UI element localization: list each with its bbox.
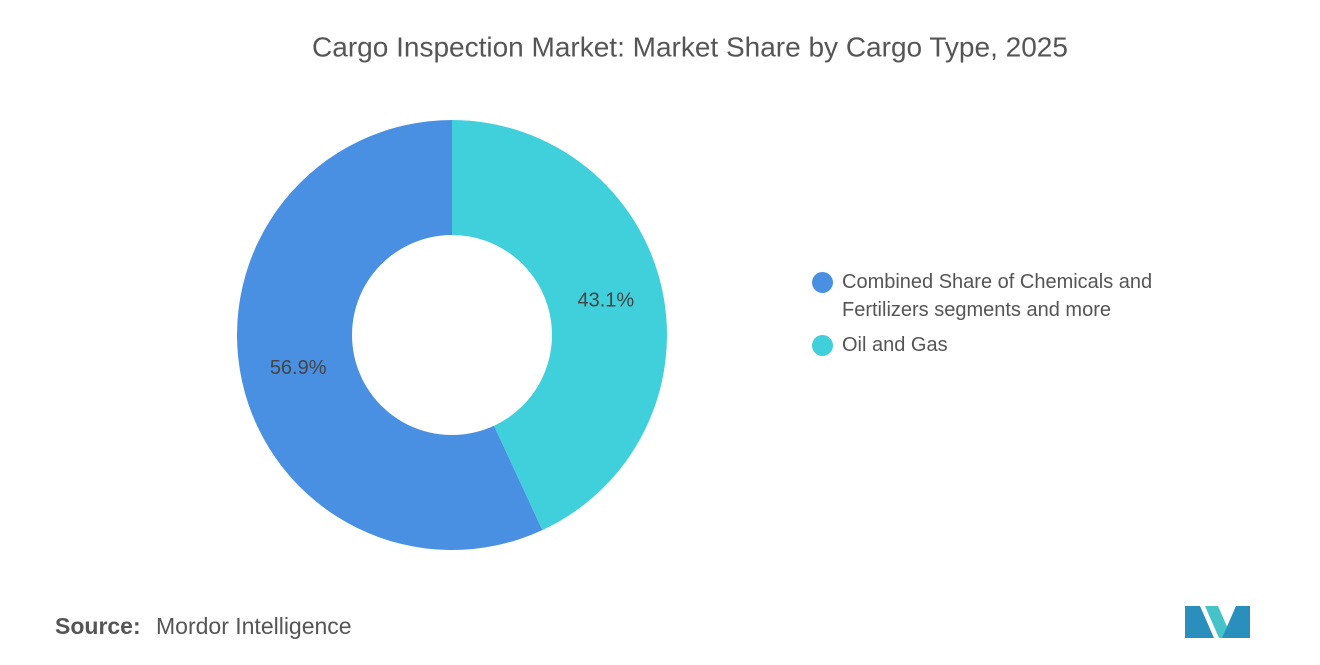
legend-item: Combined Share of Chemicals and Fertiliz… [812, 268, 1202, 324]
legend-swatch [812, 272, 833, 293]
legend-swatch [812, 335, 833, 356]
legend-label: Oil and Gas [842, 334, 948, 356]
source-label: Source: [55, 613, 141, 639]
legend: Combined Share of Chemicals and Fertiliz… [812, 268, 1202, 366]
value-label: 56.9% [270, 357, 327, 379]
legend-label: Combined Share of Chemicals and Fertiliz… [842, 271, 1153, 321]
slice [236, 120, 543, 550]
logo [1185, 606, 1250, 638]
value-label: 43.1% [577, 289, 634, 311]
source: Mordor Intelligence [156, 613, 352, 639]
legend-item: Oil and Gas [812, 331, 1202, 359]
chart-title: Cargo Inspection Market: Market Share by… [312, 31, 1068, 62]
slice [452, 120, 667, 531]
